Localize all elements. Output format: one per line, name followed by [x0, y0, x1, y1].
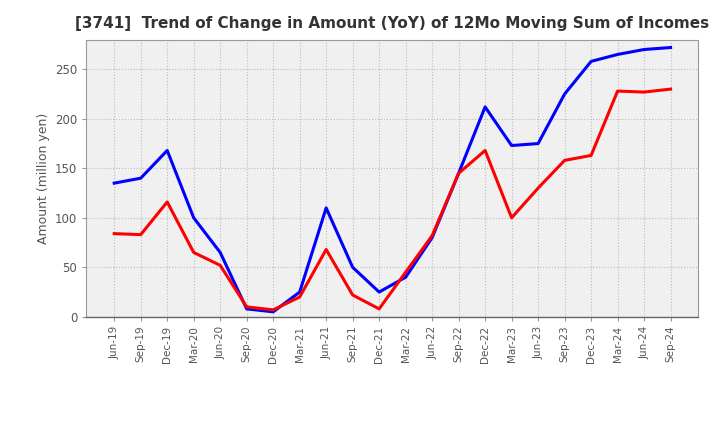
Ordinary Income	[348, 264, 357, 270]
Ordinary Income	[428, 235, 436, 240]
Line: Net Income: Net Income	[114, 89, 670, 310]
Net Income	[640, 89, 649, 95]
Ordinary Income	[587, 59, 595, 64]
Ordinary Income	[163, 148, 171, 153]
Net Income	[613, 88, 622, 94]
Net Income	[428, 233, 436, 238]
Net Income	[401, 270, 410, 275]
Net Income	[269, 307, 277, 312]
Ordinary Income	[666, 45, 675, 50]
Ordinary Income	[189, 215, 198, 220]
Net Income	[666, 86, 675, 92]
Net Income	[136, 232, 145, 237]
Ordinary Income	[375, 290, 384, 295]
Ordinary Income	[560, 92, 569, 97]
Line: Ordinary Income: Ordinary Income	[114, 48, 670, 312]
Ordinary Income	[454, 171, 463, 176]
Ordinary Income	[243, 306, 251, 312]
Net Income	[587, 153, 595, 158]
Ordinary Income	[269, 309, 277, 315]
Net Income	[216, 263, 225, 268]
Ordinary Income	[322, 205, 330, 210]
Net Income	[560, 158, 569, 163]
Net Income	[481, 148, 490, 153]
Ordinary Income	[481, 104, 490, 110]
Net Income	[508, 215, 516, 220]
Ordinary Income	[110, 180, 119, 186]
Net Income	[454, 171, 463, 176]
Ordinary Income	[534, 141, 542, 146]
Title: [3741]  Trend of Change in Amount (YoY) of 12Mo Moving Sum of Incomes: [3741] Trend of Change in Amount (YoY) o…	[76, 16, 709, 32]
Ordinary Income	[295, 290, 304, 295]
Net Income	[189, 250, 198, 255]
Net Income	[110, 231, 119, 236]
Net Income	[375, 306, 384, 312]
Ordinary Income	[613, 52, 622, 57]
Net Income	[534, 186, 542, 191]
Ordinary Income	[508, 143, 516, 148]
Ordinary Income	[640, 47, 649, 52]
Y-axis label: Amount (million yen): Amount (million yen)	[37, 113, 50, 244]
Ordinary Income	[216, 250, 225, 255]
Net Income	[243, 304, 251, 310]
Ordinary Income	[136, 176, 145, 181]
Ordinary Income	[401, 275, 410, 280]
Net Income	[348, 292, 357, 297]
Net Income	[163, 199, 171, 205]
Net Income	[295, 294, 304, 300]
Net Income	[322, 247, 330, 252]
